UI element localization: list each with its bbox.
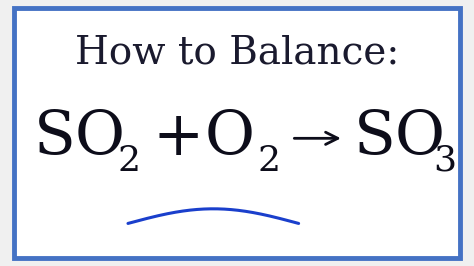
Text: $\mathregular{O}$: $\mathregular{O}$: [204, 108, 253, 168]
Text: $\mathregular{+}$: $\mathregular{+}$: [152, 108, 199, 168]
Text: How to Balance:: How to Balance:: [75, 35, 399, 72]
Text: $\mathregular{3}$: $\mathregular{3}$: [433, 144, 455, 178]
FancyBboxPatch shape: [14, 8, 460, 258]
Text: $\mathregular{SO}$: $\mathregular{SO}$: [353, 108, 444, 168]
Text: $\mathregular{2}$: $\mathregular{2}$: [117, 144, 138, 178]
Text: $\mathregular{2}$: $\mathregular{2}$: [257, 144, 279, 178]
Text: $\mathregular{SO}$: $\mathregular{SO}$: [33, 108, 124, 168]
